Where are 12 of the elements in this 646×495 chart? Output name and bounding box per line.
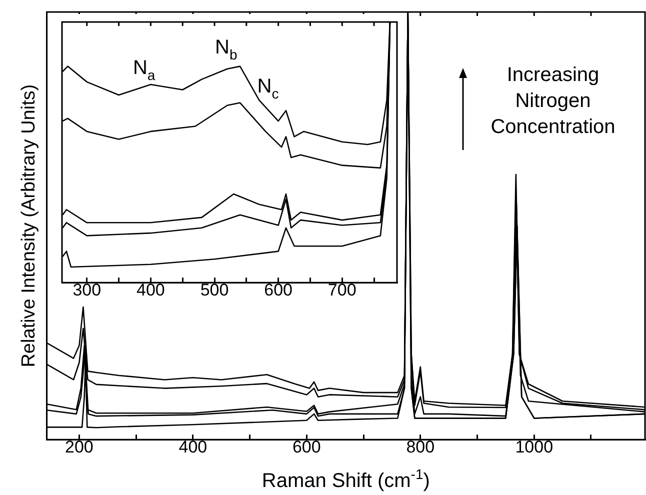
x-tick-label: 500 bbox=[200, 280, 229, 300]
x-tick-label: 200 bbox=[65, 437, 94, 456]
x-tick-label: 400 bbox=[178, 437, 208, 456]
annotation: Increasing Nitrogen Concentration bbox=[490, 63, 616, 140]
x-tick-label: 700 bbox=[328, 280, 356, 300]
x-tick-label: 400 bbox=[136, 280, 165, 300]
x-tick-label: 600 bbox=[264, 280, 292, 300]
y-axis-title: Relative Intensity (Arbitrary Units) bbox=[18, 84, 40, 368]
x-tick-label: 1000 bbox=[515, 437, 554, 456]
x-tick-label: 300 bbox=[72, 280, 102, 300]
x-tick-label: 800 bbox=[406, 437, 435, 456]
x-tick-label: 600 bbox=[292, 437, 321, 456]
